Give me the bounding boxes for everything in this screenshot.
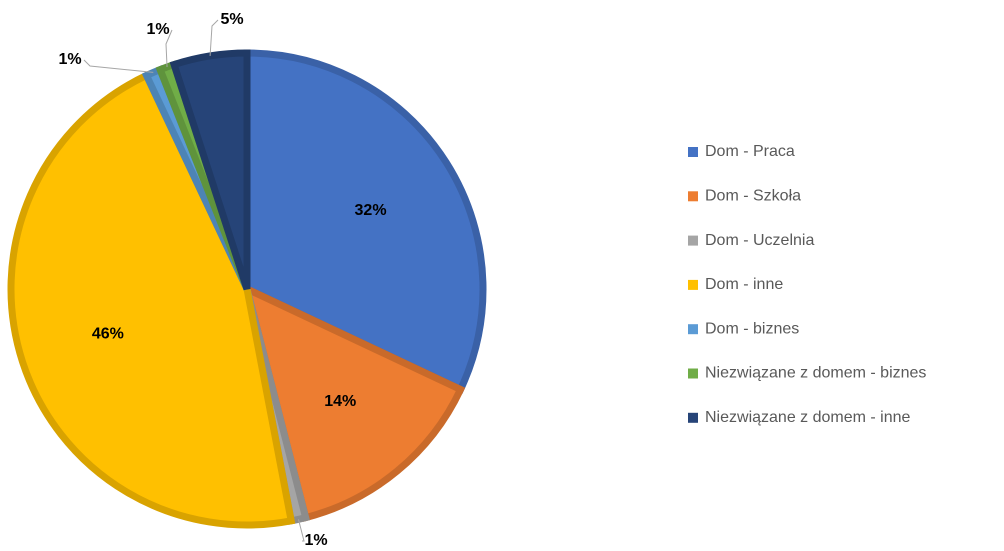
legend-label: Dom - biznes bbox=[705, 320, 799, 337]
legend-swatch bbox=[688, 324, 698, 335]
data-label: 46% bbox=[92, 325, 124, 342]
pie-slice bbox=[7, 70, 296, 529]
legend-label: Niezwiązane z domem - inne bbox=[705, 409, 911, 426]
legend-swatch bbox=[688, 191, 698, 202]
legend-label: Niezwiązane z domem - biznes bbox=[705, 365, 926, 382]
legend-swatch bbox=[688, 235, 698, 246]
data-label: 1% bbox=[304, 532, 327, 549]
legend-swatch bbox=[688, 368, 698, 379]
data-label: 1% bbox=[146, 21, 169, 38]
data-label: 1% bbox=[58, 51, 81, 68]
data-label: 5% bbox=[220, 11, 243, 28]
legend-label: Dom - Praca bbox=[705, 143, 795, 160]
legend-label: Dom - inne bbox=[705, 276, 783, 293]
pie-slice bbox=[241, 282, 466, 522]
leader-line bbox=[297, 519, 305, 542]
leader-line bbox=[165, 29, 173, 67]
legend-swatch bbox=[688, 412, 698, 423]
leader-line bbox=[83, 59, 154, 73]
data-label: 14% bbox=[324, 393, 356, 410]
pie-slice bbox=[243, 49, 487, 395]
legend-label: Dom - Szkoła bbox=[705, 188, 801, 205]
leader-line bbox=[209, 19, 219, 56]
pie-slice bbox=[169, 49, 251, 291]
legend-swatch bbox=[688, 147, 698, 157]
legend-swatch bbox=[688, 279, 698, 290]
data-label: 32% bbox=[355, 202, 387, 219]
legend-label: Dom - Uczelnia bbox=[705, 232, 814, 249]
